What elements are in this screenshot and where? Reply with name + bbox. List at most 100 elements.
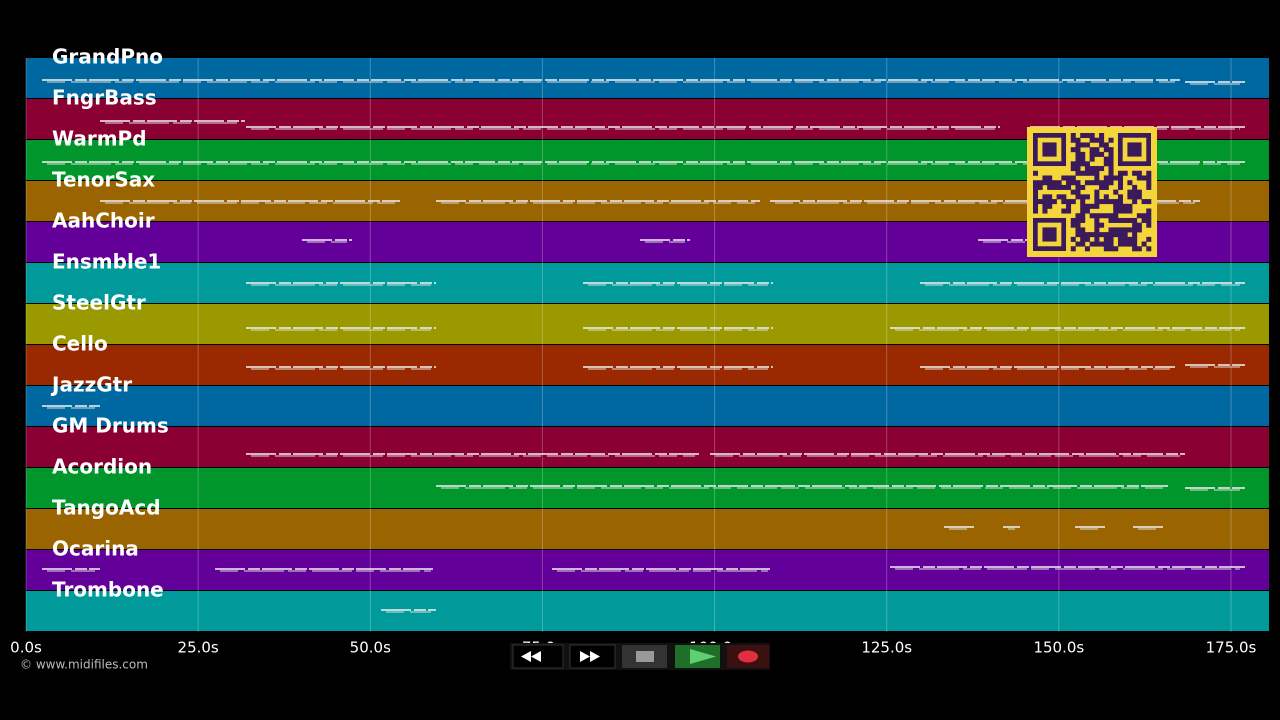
- qr-module: [1089, 180, 1095, 186]
- qr-module: [1037, 199, 1043, 205]
- qr-module: [1066, 175, 1072, 181]
- track-name: TenorSax: [52, 168, 155, 192]
- stop-button[interactable]: [622, 645, 667, 668]
- qr-module: [1075, 227, 1081, 233]
- qr-module: [1080, 184, 1086, 190]
- qr-module: [1132, 222, 1138, 228]
- qr-module: [1108, 227, 1114, 233]
- qr-module: [1051, 184, 1057, 190]
- qr-module: [1117, 236, 1123, 242]
- qr-module: [1136, 175, 1142, 181]
- qr-module: [1099, 142, 1105, 148]
- qr-module: [1047, 199, 1053, 205]
- qr-module: [1141, 241, 1147, 247]
- forward-button[interactable]: [569, 644, 616, 669]
- qr-module: [1094, 232, 1100, 238]
- qr-module: [1089, 133, 1095, 139]
- qr-module: [1084, 203, 1090, 209]
- qr-module: [1089, 137, 1095, 143]
- qr-module: [1122, 217, 1128, 223]
- qr-module: [1113, 199, 1119, 205]
- qr-module: [1070, 189, 1076, 195]
- tick-label: 0.0s: [10, 639, 42, 657]
- track-band: [26, 509, 1269, 549]
- qr-module: [1132, 227, 1138, 233]
- tick-label: 25.0s: [178, 639, 219, 657]
- qr-module: [1066, 180, 1072, 186]
- qr-module: [1108, 175, 1114, 181]
- qr-module: [1047, 194, 1053, 200]
- track-name: Ocarina: [52, 537, 139, 561]
- qr-module: [1080, 241, 1086, 247]
- qr-module: [1146, 246, 1152, 252]
- qr-module: [1084, 166, 1090, 172]
- tick-label: 150.0s: [1033, 639, 1084, 657]
- qr-module: [1099, 222, 1105, 228]
- qr-module: [1089, 241, 1095, 247]
- qr-module: [1075, 217, 1081, 223]
- rewind-button[interactable]: [512, 644, 564, 669]
- qr-module: [1146, 180, 1152, 186]
- qr-module: [1089, 156, 1095, 162]
- qr-module: [1089, 166, 1095, 172]
- qr-module: [1037, 184, 1043, 190]
- qr-module: [1089, 213, 1095, 219]
- qr-module: [1141, 217, 1147, 223]
- play-button[interactable]: [675, 645, 720, 668]
- qr-module: [1047, 184, 1053, 190]
- qr-module: [1132, 170, 1138, 176]
- qr-module: [1084, 133, 1090, 139]
- qr-module: [1070, 236, 1076, 242]
- track-name: TangoAcd: [52, 496, 161, 520]
- qr-module: [1056, 194, 1062, 200]
- qr-module: [1103, 246, 1109, 252]
- qr-module: [1108, 236, 1114, 242]
- qr-module: [1066, 184, 1072, 190]
- qr-module: [1089, 203, 1095, 209]
- qr-finder: [1042, 142, 1057, 157]
- qr-module: [1080, 213, 1086, 219]
- record-button[interactable]: [727, 645, 769, 668]
- qr-module: [1117, 180, 1123, 186]
- qr-module: [1099, 166, 1105, 172]
- qr-module: [1089, 232, 1095, 238]
- qr-module: [1033, 199, 1039, 205]
- time-grid: [25, 58, 1232, 632]
- qr-module: [1127, 194, 1133, 200]
- qr-module: [1117, 199, 1123, 205]
- qr-module: [1075, 241, 1081, 247]
- qr-module: [1094, 199, 1100, 205]
- qr-module: [1084, 170, 1090, 176]
- qr-module: [1108, 156, 1114, 162]
- qr-module: [1094, 203, 1100, 209]
- qr-module: [1094, 170, 1100, 176]
- qr-module: [1117, 170, 1123, 176]
- qr-module: [1103, 156, 1109, 162]
- qr-module: [1080, 161, 1086, 167]
- qr-module: [1094, 147, 1100, 153]
- track-name: Trombone: [52, 578, 164, 602]
- track-name: Cello: [52, 332, 108, 356]
- qr-module: [1075, 161, 1081, 167]
- qr-module: [1094, 175, 1100, 181]
- qr-module: [1146, 208, 1152, 214]
- qr-module: [1146, 213, 1152, 219]
- qr-module: [1094, 189, 1100, 195]
- qr-module: [1141, 213, 1147, 219]
- qr-module: [1042, 180, 1048, 186]
- qr-module: [1033, 180, 1039, 186]
- qr-module: [1075, 156, 1081, 162]
- qr-module: [1075, 189, 1081, 195]
- qr-module: [1141, 175, 1147, 181]
- qr-module: [1103, 194, 1109, 200]
- qr-module: [1136, 194, 1142, 200]
- qr-module: [1146, 170, 1152, 176]
- qr-module: [1033, 208, 1039, 214]
- qr-module: [1099, 133, 1105, 139]
- qr-module: [1117, 232, 1123, 238]
- qr-module: [1051, 199, 1057, 205]
- qr-module: [1080, 232, 1086, 238]
- qr-module: [1103, 241, 1109, 247]
- qr-module: [1042, 175, 1048, 181]
- qr-module: [1084, 236, 1090, 242]
